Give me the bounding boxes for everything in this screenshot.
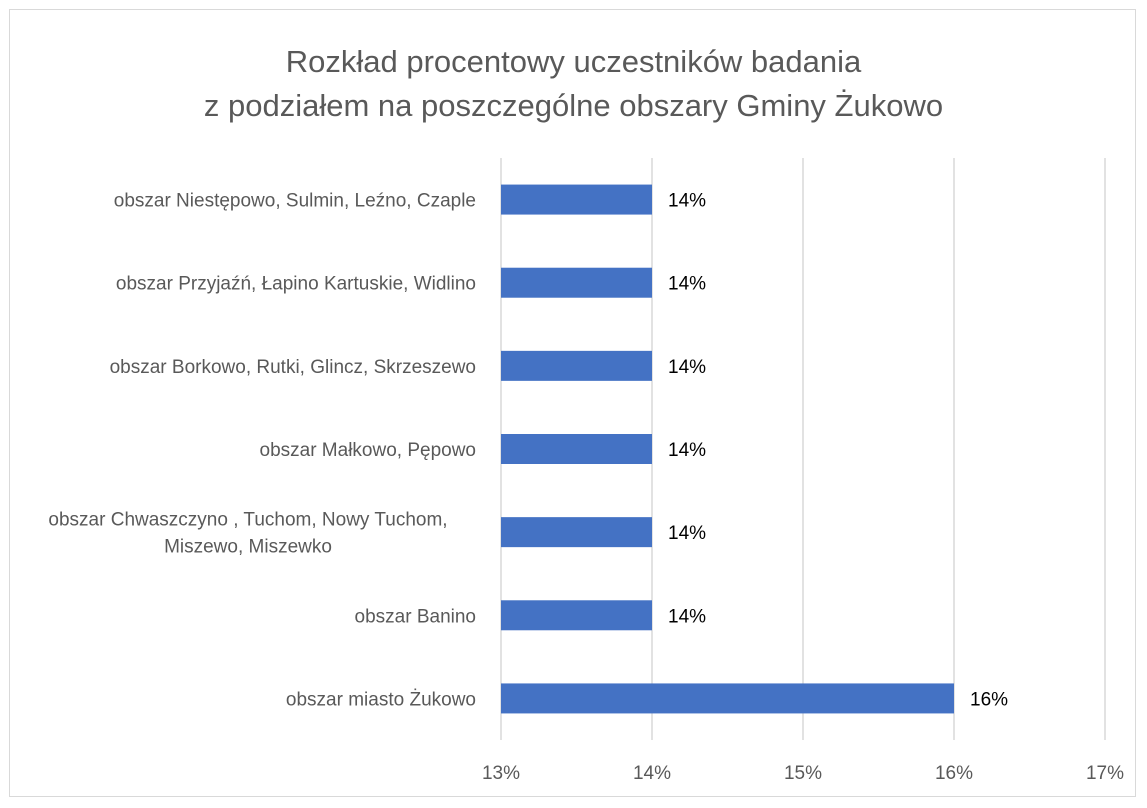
- x-axis-tick-labels: 13% 14% 15% 16% 17%: [482, 763, 1124, 784]
- x-tick-label: 16%: [935, 763, 973, 784]
- data-label: 14%: [668, 191, 706, 212]
- bar: [501, 600, 652, 631]
- category-label: obszar Banino: [355, 606, 476, 627]
- data-label: 14%: [668, 274, 706, 295]
- chart-title-line-2: z podziałem na poszczególne obszary Gmin…: [203, 88, 944, 123]
- data-label: 14%: [668, 357, 706, 378]
- bar: [501, 434, 652, 464]
- category-labels: obszar Niestępowo, Sulmin, Leźno, Czaple…: [48, 191, 476, 711]
- data-label: 14%: [668, 606, 706, 627]
- category-label: obszar Borkowo, Rutki, Glincz, Skrzeszew…: [110, 357, 476, 378]
- category-label: obszar Przyjaźń, Łapino Kartuskie, Widli…: [116, 274, 476, 295]
- category-label: obszar Niestępowo, Sulmin, Leźno, Czaple: [114, 191, 476, 212]
- x-tick-label: 14%: [633, 763, 671, 784]
- bar: [501, 683, 954, 714]
- bars: [501, 184, 954, 714]
- data-label: 14%: [668, 523, 706, 544]
- data-label: 16%: [970, 689, 1008, 710]
- category-label: obszar Małkowo, Pępowo: [260, 440, 477, 461]
- x-tick-label: 17%: [1086, 763, 1124, 784]
- chart-title-line-1: Rozkład procentowy uczestników badania: [285, 44, 862, 79]
- bar: [501, 267, 652, 298]
- x-tick-label: 15%: [784, 763, 822, 784]
- bar: [501, 184, 652, 215]
- bar: [501, 350, 652, 381]
- chart-title: Rozkład procentowy uczestników badania z…: [0, 40, 1147, 128]
- bar: [501, 517, 652, 548]
- data-label: 14%: [668, 440, 706, 461]
- data-labels: 14% 14% 14% 14% 14% 14% 16%: [668, 191, 1008, 711]
- category-label: obszar miasto Żukowo: [286, 689, 476, 710]
- x-tick-label: 13%: [482, 763, 520, 784]
- chart-area: [9, 9, 1136, 797]
- category-label: obszar Chwaszczyno , Tuchom, Nowy Tuchom…: [48, 510, 447, 558]
